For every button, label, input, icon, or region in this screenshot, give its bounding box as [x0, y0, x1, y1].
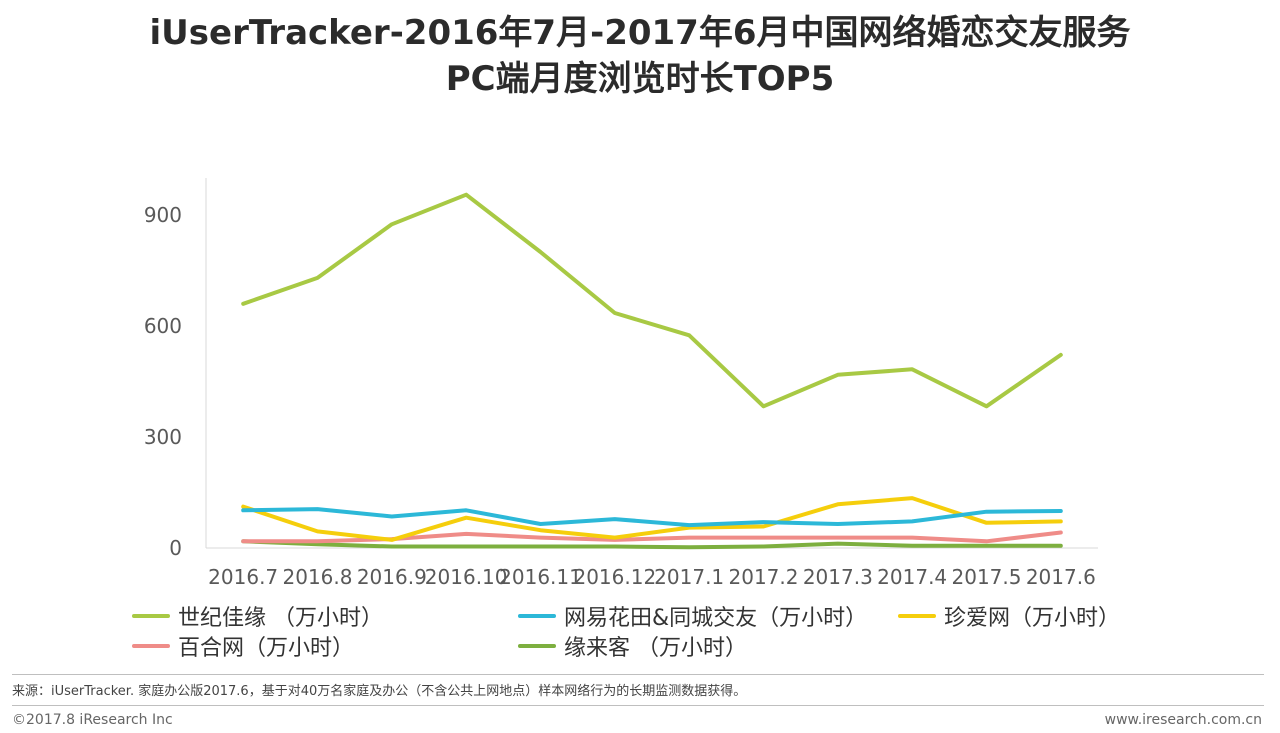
- legend-swatch-0: [132, 614, 170, 618]
- chart-title: iUserTracker-2016年7月-2017年6月中国网络婚恋交友服务 P…: [0, 10, 1280, 102]
- legend-swatch-2: [898, 614, 936, 618]
- x-tick-label-7: 2017.2: [729, 565, 799, 589]
- x-tick-label-5: 2016.12: [573, 565, 656, 589]
- legend-label-2: 珍爱网（万小时）: [944, 606, 1121, 631]
- y-tick-label-0: 0: [169, 536, 182, 560]
- y-tick-label-1: 300: [144, 425, 182, 449]
- legend-label-4: 缘来客 （万小时）: [564, 636, 747, 661]
- legend-label-0: 世纪佳缘 （万小时）: [178, 606, 383, 631]
- legend-item-series-0: 世纪佳缘 （万小时）: [132, 600, 383, 632]
- x-tick-label-4: 2016.11: [499, 565, 582, 589]
- legend-swatch-1: [518, 614, 556, 618]
- series-line-4: [241, 539, 1063, 550]
- legend-swatch-4: [518, 644, 556, 648]
- x-tick-label-1: 2016.8: [283, 565, 353, 589]
- x-tick-label-3: 2016.10: [425, 565, 508, 589]
- legend-item-series-3: 百合网（万小时）: [132, 630, 354, 662]
- source-note: 来源：iUserTracker. 家庭办公版2017.6，基于对40万名家庭及办…: [12, 684, 747, 699]
- y-tick-label-2: 600: [144, 314, 182, 338]
- series-line-1: [241, 507, 1063, 528]
- series-line-0: [241, 192, 1063, 409]
- x-tick-label-6: 2017.1: [654, 565, 724, 589]
- footer-divider-top: [12, 674, 1264, 675]
- legend-item-series-4: 缘来客 （万小时）: [518, 630, 747, 662]
- legend-item-series-2: 珍爱网（万小时）: [898, 600, 1120, 632]
- legend-label-3: 百合网（万小时）: [178, 636, 355, 661]
- copyright: ©2017.8 iResearch Inc: [12, 712, 173, 728]
- x-tick-label-8: 2017.3: [803, 565, 873, 589]
- legend-item-series-1: 网易花田&同城交友（万小时）: [518, 600, 867, 632]
- series-line-2: [241, 496, 1063, 542]
- website-link[interactable]: www.iresearch.com.cn: [1104, 712, 1262, 728]
- x-tick-label-10: 2017.5: [952, 565, 1022, 589]
- title-line-2: PC端月度浏览时长TOP5: [445, 59, 835, 99]
- x-tick-label-2: 2016.9: [357, 565, 427, 589]
- legend-label-1: 网易花田&同城交友（万小时）: [564, 606, 868, 631]
- legend-swatch-3: [132, 644, 170, 648]
- y-tick-label-3: 900: [144, 203, 182, 227]
- title-line-1: iUserTracker-2016年7月-2017年6月中国网络婚恋交友服务: [149, 13, 1131, 53]
- footer-divider-bottom: [12, 705, 1264, 706]
- x-tick-label-11: 2017.6: [1026, 565, 1096, 589]
- x-tick-label-9: 2017.4: [877, 565, 947, 589]
- x-tick-label-0: 2016.7: [208, 565, 278, 589]
